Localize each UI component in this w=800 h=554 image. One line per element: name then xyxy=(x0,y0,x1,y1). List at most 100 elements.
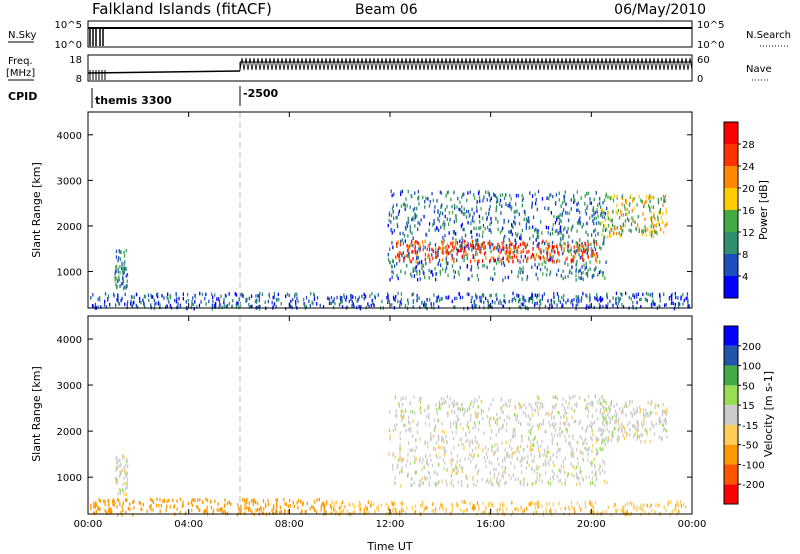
power-cell xyxy=(620,234,622,238)
velocity-cell xyxy=(542,453,544,457)
power-cell xyxy=(399,251,401,255)
power-cell xyxy=(538,299,541,304)
velocity-cell xyxy=(566,416,568,420)
power-cell xyxy=(687,300,689,304)
power-cell xyxy=(389,247,391,251)
velocity-cell xyxy=(518,402,520,406)
velocity-cell xyxy=(197,505,199,510)
power-cell xyxy=(429,259,431,264)
power-cell xyxy=(182,296,184,301)
power-cell xyxy=(124,267,126,272)
velocity-cell xyxy=(123,476,125,480)
power-cell xyxy=(391,270,393,274)
velocity-cell xyxy=(501,409,503,414)
velocity-cell xyxy=(505,402,507,406)
velocity-cell xyxy=(461,500,463,504)
velocity-cell xyxy=(108,506,111,511)
velocity-cell xyxy=(459,407,461,411)
power-cell xyxy=(456,296,458,301)
power-cell xyxy=(451,264,454,268)
velocity-cell xyxy=(93,501,95,506)
velocity-cell xyxy=(430,436,432,440)
power-cell xyxy=(557,232,559,236)
power-cell xyxy=(478,214,481,219)
power-cell xyxy=(225,304,227,309)
velocity-cell xyxy=(684,505,687,509)
power-cell xyxy=(515,231,517,236)
power-cell xyxy=(339,295,341,300)
velocity-cell xyxy=(439,406,441,411)
velocity-cell xyxy=(559,447,561,451)
power-cell xyxy=(636,300,638,305)
velocity-cell xyxy=(511,501,513,505)
power-cell xyxy=(131,304,133,308)
power-cell xyxy=(630,228,632,233)
velocity-cell xyxy=(564,481,566,486)
velocity-cell xyxy=(548,421,550,425)
power-cell xyxy=(391,275,393,279)
velocity-cell xyxy=(510,438,512,443)
velocity-cell xyxy=(527,422,529,426)
power-cell xyxy=(410,260,412,264)
velocity-cell xyxy=(586,424,589,429)
power-cell xyxy=(459,244,461,248)
power-cell xyxy=(539,255,541,260)
power-cell xyxy=(118,275,120,279)
power-cell xyxy=(392,245,394,250)
velocity-cell xyxy=(606,427,608,432)
velocity-cell xyxy=(158,504,160,508)
power-colorbar-tick-label: 28 xyxy=(742,140,755,151)
power-cell xyxy=(429,298,431,302)
velocity-cell xyxy=(629,402,631,407)
power-cell xyxy=(586,204,589,209)
power-cell xyxy=(468,292,470,297)
power-cell xyxy=(499,230,502,235)
velocity-cell xyxy=(580,451,582,455)
power-cell xyxy=(103,303,106,307)
power-cell xyxy=(417,189,419,194)
velocity-cell xyxy=(216,508,218,512)
velocity-cell xyxy=(564,478,566,483)
velocity-cell xyxy=(512,510,514,515)
power-cell xyxy=(397,212,400,216)
velocity-cell xyxy=(424,506,426,510)
power-cell xyxy=(508,254,510,258)
power-cell xyxy=(393,264,396,268)
power-cell xyxy=(478,245,480,249)
velocity-cell xyxy=(514,507,516,511)
velocity-cell xyxy=(563,415,565,419)
power-cell xyxy=(412,250,414,254)
power-cell xyxy=(473,304,476,309)
power-cell xyxy=(166,295,168,300)
velocity-cell xyxy=(622,434,624,438)
power-cell xyxy=(638,227,640,231)
velocity-cell xyxy=(420,504,422,508)
velocity-cell xyxy=(602,459,604,464)
power-cell xyxy=(417,197,420,201)
power-cell xyxy=(494,194,497,198)
velocity-cell xyxy=(464,457,466,461)
velocity-cell xyxy=(582,457,584,461)
velocity-cell xyxy=(140,507,142,511)
power-cell xyxy=(169,303,171,308)
power-cell xyxy=(404,239,406,243)
power-cell xyxy=(558,198,560,202)
velocity-cell xyxy=(461,437,463,442)
velocity-cell xyxy=(576,404,578,409)
power-cell xyxy=(391,206,394,211)
power-cell xyxy=(500,250,502,255)
velocity-cell xyxy=(650,402,652,407)
power-cell xyxy=(423,214,425,219)
power-cell xyxy=(531,204,533,208)
power-cell xyxy=(487,299,489,303)
power-cell xyxy=(595,297,597,301)
velocity-cell xyxy=(642,504,645,508)
power-cell xyxy=(580,248,583,253)
power-cell xyxy=(469,213,471,217)
power-cell xyxy=(523,298,525,303)
power-cell xyxy=(575,295,577,299)
power-cell xyxy=(622,222,624,226)
power-cell xyxy=(453,190,455,195)
velocity-cell xyxy=(119,489,121,493)
power-cell xyxy=(584,209,587,213)
